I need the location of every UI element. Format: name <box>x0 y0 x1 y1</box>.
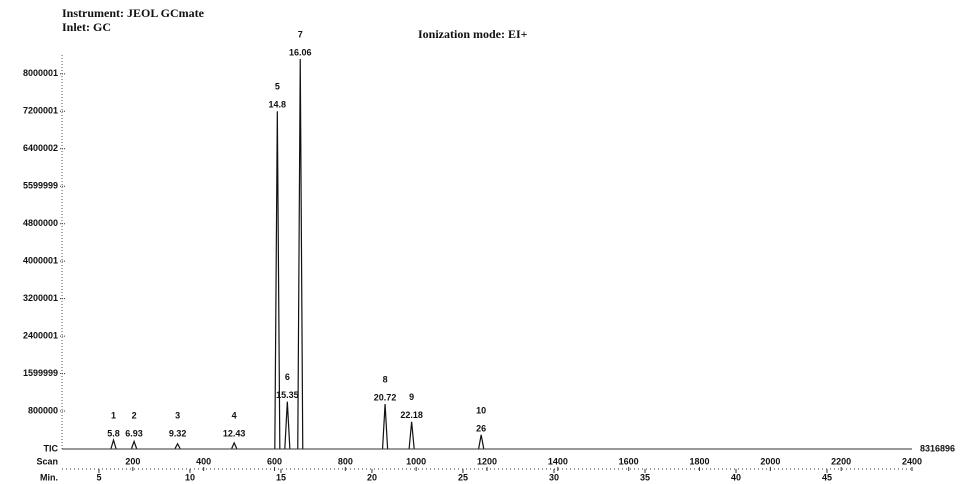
y-tick-label: 800000 <box>28 405 58 415</box>
peak-rt: 14.8 <box>269 100 287 110</box>
y-tick-label: 1599999 <box>23 368 58 378</box>
scan-tick-label: 1000 <box>406 456 426 466</box>
peak-number: 9 <box>409 392 414 402</box>
peak-number: 3 <box>175 410 180 420</box>
scan-label: Scan <box>36 456 58 466</box>
min-tick-label: 20 <box>367 472 377 482</box>
peak <box>478 434 485 449</box>
scan-tick-label: 1600 <box>619 456 639 466</box>
peak-rt: 15.35 <box>276 390 299 400</box>
min-label: Min. <box>40 472 58 482</box>
min-tick-label: 40 <box>731 472 741 482</box>
y-tick-label: 4800000 <box>23 218 58 228</box>
scan-tick-label: 600 <box>267 456 282 466</box>
full-scale: 8316896 <box>920 443 955 453</box>
peak <box>131 439 138 449</box>
peak-number: 8 <box>383 374 388 384</box>
y-tick-label: 7200001 <box>23 106 58 116</box>
min-tick-label: 45 <box>822 472 832 482</box>
peak-rt: 26 <box>476 423 486 433</box>
scan-tick-label: 2200 <box>831 456 851 466</box>
peak <box>297 58 304 449</box>
peak-number: 2 <box>132 410 137 420</box>
peak <box>231 441 238 449</box>
ionization-mode: Ionization mode: EI+ <box>418 27 528 41</box>
scan-tick-label: 1200 <box>477 456 497 466</box>
peak <box>174 442 181 449</box>
trace-label: TIC <box>44 443 59 453</box>
scan-tick-label: 2400 <box>902 456 922 466</box>
peak-rt: 22.18 <box>400 410 423 420</box>
scan-tick-label: 400 <box>196 456 211 466</box>
peak-rt: 20.72 <box>374 392 397 402</box>
peak-rt: 16.06 <box>289 47 312 57</box>
y-tick-label: 6400002 <box>23 143 58 153</box>
peak-rt: 5.8 <box>107 428 120 438</box>
min-tick-label: 10 <box>185 472 195 482</box>
y-tick-label: 5599999 <box>23 181 58 191</box>
peak-number: 1 <box>111 410 116 420</box>
y-tick-label: 3200001 <box>23 293 58 303</box>
min-tick-label: 15 <box>276 472 286 482</box>
peak-number: 4 <box>232 410 237 420</box>
instrument: Instrument: JEOL GCmate <box>62 6 205 20</box>
peak <box>274 111 281 449</box>
scan-tick-label: 200 <box>125 456 140 466</box>
peak <box>284 401 291 449</box>
y-tick-label: 2400001 <box>23 330 58 340</box>
peak-number: 10 <box>476 405 486 415</box>
min-tick-label: 30 <box>549 472 559 482</box>
inlet: Inlet: GC <box>62 20 111 34</box>
y-tick-label: 4000001 <box>23 256 58 266</box>
min-tick-label: 35 <box>640 472 650 482</box>
scan-tick-label: 2000 <box>760 456 780 466</box>
y-tick-label: 8000001 <box>23 68 58 78</box>
peak-rt: 12.43 <box>223 428 246 438</box>
scan-tick-label: 1400 <box>548 456 568 466</box>
peak <box>408 421 415 449</box>
scan-tick-label: 1800 <box>689 456 709 466</box>
peak-number: 7 <box>298 29 303 39</box>
scan-tick-label: 800 <box>338 456 353 466</box>
min-tick-label: 25 <box>458 472 468 482</box>
peak <box>110 437 117 449</box>
peak-rt: 9.32 <box>169 428 187 438</box>
peak-number: 6 <box>285 372 290 382</box>
peak-number: 5 <box>275 82 280 92</box>
peak-rt: 6.93 <box>125 428 143 438</box>
min-tick-label: 5 <box>96 472 101 482</box>
peak <box>381 403 389 449</box>
